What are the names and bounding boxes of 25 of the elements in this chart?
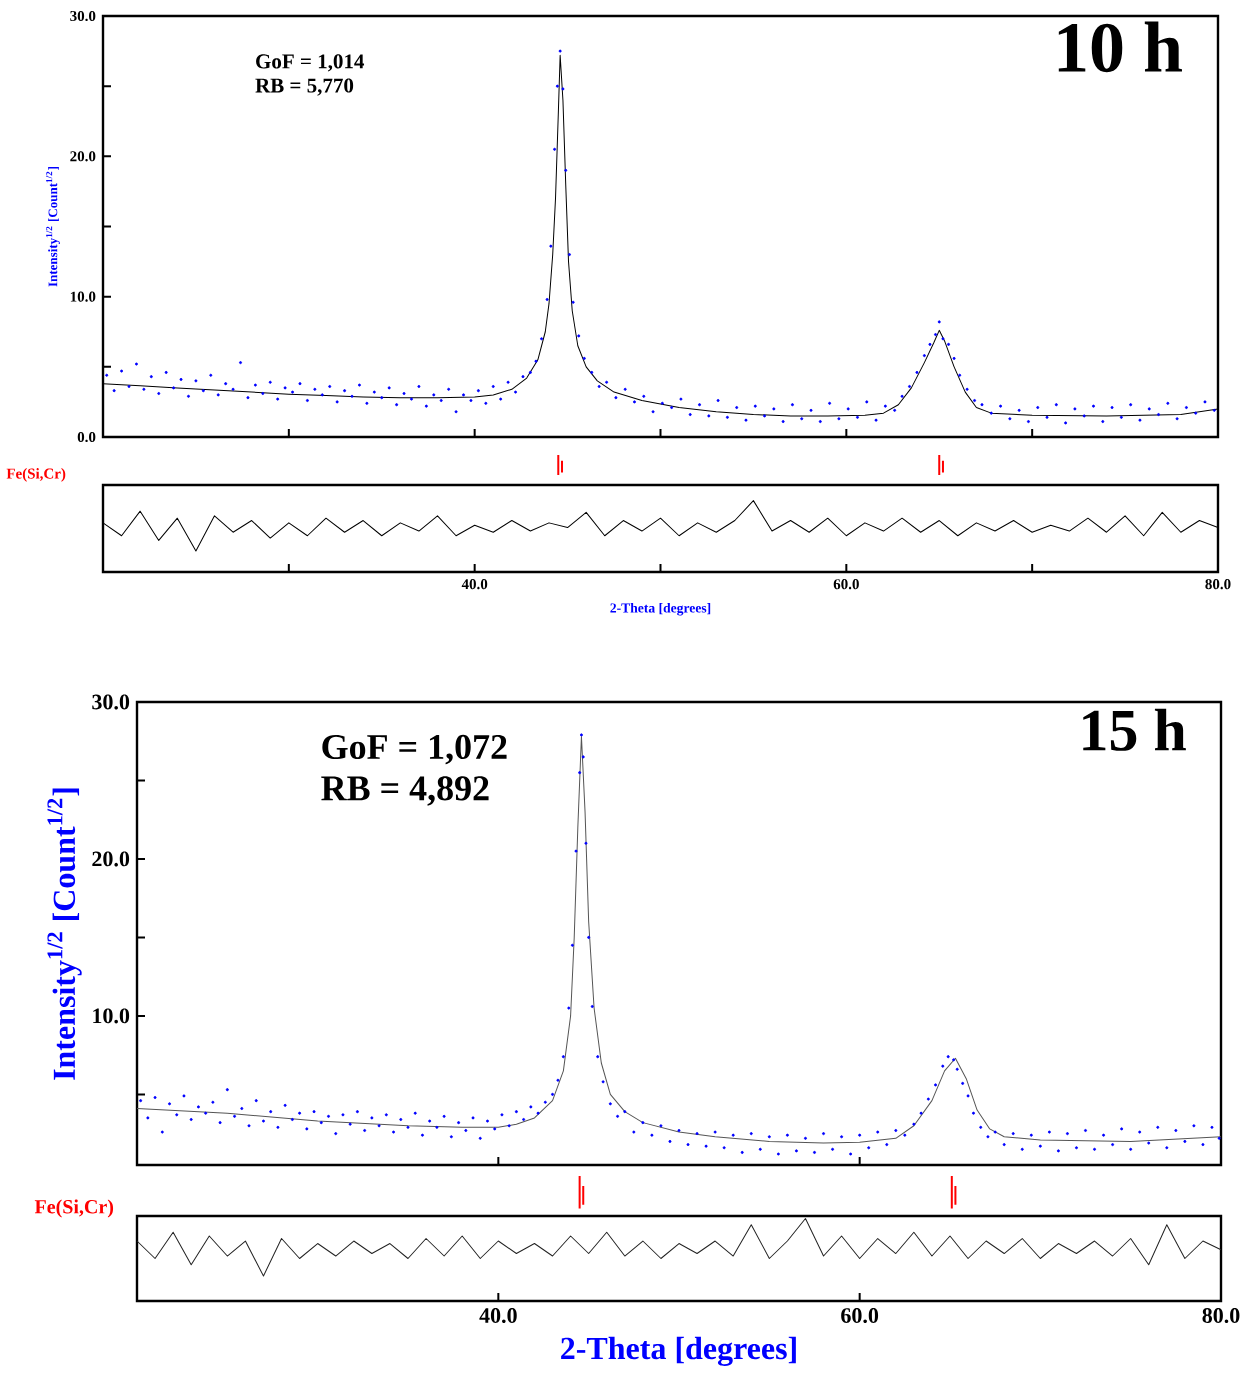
y-tick-label: 30.0 [92, 694, 130, 710]
x-tick-label: 40.0 [479, 1308, 517, 1324]
x-axis-title: 2-Theta [degrees] [561, 1336, 796, 1367]
x-tick-label: 80.0 [1205, 579, 1231, 590]
annotation: GoF = 1,014 [256, 54, 365, 72]
annotation: GoF = 1,072 [322, 734, 507, 765]
annotation: RB = 5,770 [255, 78, 354, 96]
y-axis-title: Intensity$^{1/2}$ [Count$^{1/2}$] [46, 166, 60, 287]
chart-title: 10 h [1058, 21, 1182, 73]
x-tick-label: 80.0 [1202, 1308, 1240, 1324]
text: Fe(Si,Cr) [6, 468, 66, 482]
chart-title: 15 h [1083, 708, 1186, 751]
y-axis-title: Intensity$^{1/2}$ [Count$^{1/2}$] [47, 788, 82, 1080]
x-axis-title: 2-Theta [degrees] [610, 602, 711, 616]
annotation: RB = 4,892 [321, 776, 489, 806]
y-tick-label: 30.0 [70, 10, 96, 22]
x-tick-label: 60.0 [833, 579, 859, 590]
x-tick-label: 40.0 [461, 579, 488, 590]
y-tick-label: 0.0 [77, 431, 96, 443]
text: Fe(Si,Cr) [34, 1199, 114, 1218]
y-tick-label: 10.0 [93, 1008, 130, 1024]
y-tick-label: 10.0 [70, 291, 96, 302]
x-tick-label: 60.0 [841, 1308, 879, 1324]
y-tick-label: 20.0 [70, 151, 96, 162]
y-tick-label: 20.0 [92, 851, 130, 867]
